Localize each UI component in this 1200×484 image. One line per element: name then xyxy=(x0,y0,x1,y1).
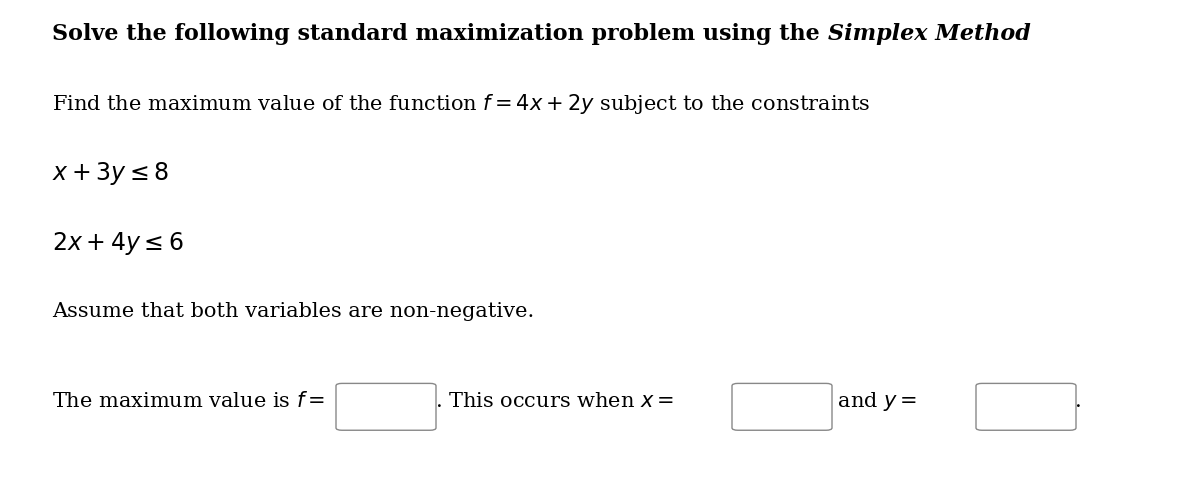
Text: . This occurs when $x =$: . This occurs when $x =$ xyxy=(434,391,680,410)
Text: The maximum value is $f =$: The maximum value is $f =$ xyxy=(52,390,331,410)
Text: .: . xyxy=(1075,391,1081,410)
Text: Solve the following standard maximization problem using the: Solve the following standard maximizatio… xyxy=(52,23,828,45)
Text: Find the maximum value of the function $f = 4x + 2y$ subject to the constraints: Find the maximum value of the function $… xyxy=(52,92,870,116)
Text: and $y =$: and $y =$ xyxy=(830,389,923,412)
Text: Assume that both variables are non-negative.: Assume that both variables are non-negat… xyxy=(52,302,534,320)
Text: $x + 3y \leq 8$: $x + 3y \leq 8$ xyxy=(52,160,169,187)
Text: Simplex Method: Simplex Method xyxy=(828,23,1031,45)
Text: $2x + 4y \leq 6$: $2x + 4y \leq 6$ xyxy=(52,229,184,257)
